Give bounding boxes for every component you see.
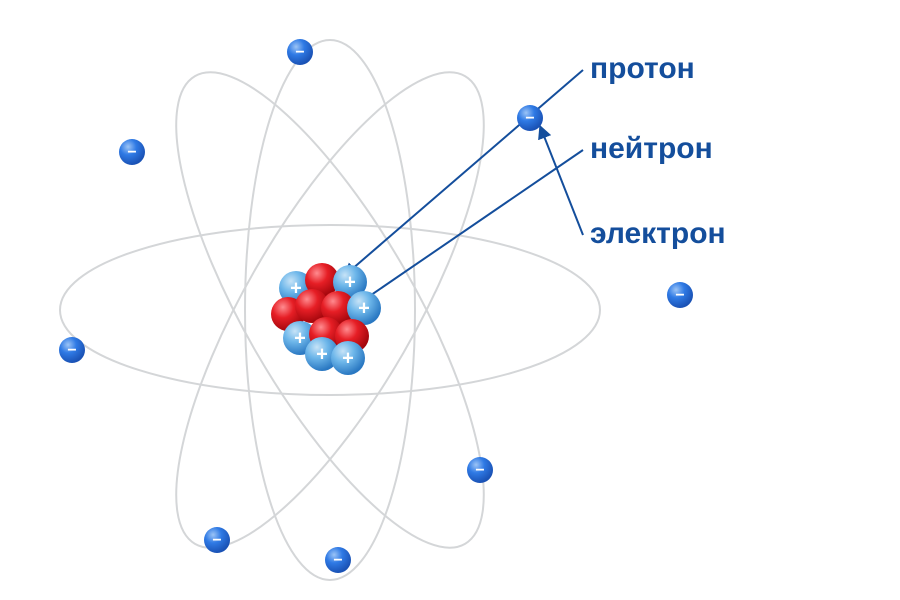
electron-symbol: − — [67, 342, 76, 359]
label-text: протон — [590, 52, 695, 85]
electron: − — [59, 337, 85, 363]
electron: − — [325, 547, 351, 573]
electron-symbol: − — [295, 44, 304, 61]
electron-symbol: − — [475, 462, 484, 479]
nucleus: ++++++ — [271, 263, 381, 375]
electron: − — [204, 527, 230, 553]
electron-symbol: − — [525, 110, 534, 127]
electron-symbol: − — [127, 144, 136, 161]
electron-symbol: − — [675, 287, 684, 304]
label-text: нейтрон — [590, 132, 713, 165]
electron: − — [287, 39, 313, 65]
label-text: электрон — [590, 217, 726, 250]
label-arrow-2 — [540, 126, 583, 235]
electron: − — [667, 282, 693, 308]
electron: − — [119, 139, 145, 165]
label-arrows — [344, 70, 583, 304]
electron: − — [517, 105, 543, 131]
proton: + — [331, 341, 365, 375]
electron-symbol: − — [212, 532, 221, 549]
proton-symbol: + — [342, 347, 354, 369]
proton-symbol: + — [344, 271, 356, 293]
proton-symbol: + — [316, 343, 328, 365]
label-arrow-0 — [344, 70, 583, 276]
proton-symbol: + — [358, 297, 370, 319]
proton-symbol: + — [294, 327, 306, 349]
electron-symbol: − — [333, 552, 342, 569]
electron: − — [467, 457, 493, 483]
labels: протон нейтрон электрон — [590, 52, 726, 250]
